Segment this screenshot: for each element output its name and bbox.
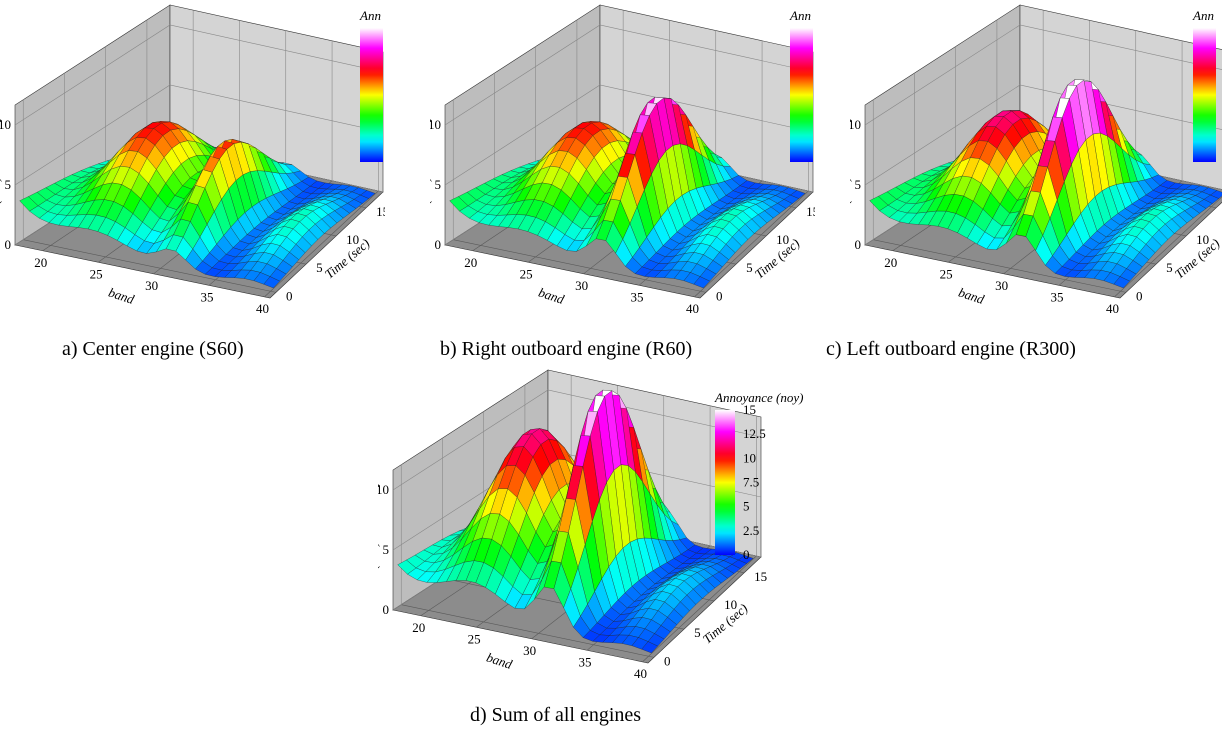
x-tick-label: 35 — [201, 289, 214, 304]
grid-line — [14, 84, 384, 186]
y-tick-label: 0 — [286, 288, 293, 303]
y-tick-label: 15 — [376, 204, 385, 219]
x-tick-label: 30 — [145, 278, 158, 293]
x-tick-label: 40 — [1106, 301, 1119, 316]
surface-patch — [869, 196, 889, 211]
y-tick-label: 10 — [1196, 232, 1209, 247]
grid-line — [1114, 196, 1222, 298]
grid-line — [401, 604, 655, 658]
x-tick-label: 40 — [634, 666, 647, 681]
x-tick-label: 30 — [575, 278, 588, 293]
z-tick-label: 10 — [430, 117, 441, 132]
z-tick-label: 10 — [0, 117, 11, 132]
colorbar-title: Ann — [789, 8, 811, 23]
x-axis-label: band — [107, 285, 137, 307]
x-axis-label: band — [957, 285, 987, 307]
z-tick-label: 10 — [850, 117, 861, 132]
surface-patch — [397, 559, 417, 575]
z-tick-label: 0 — [855, 237, 862, 252]
surface-patch — [19, 196, 39, 212]
y-tick-label: 5 — [316, 260, 323, 275]
colorbar-tick-label: 5 — [743, 499, 750, 514]
y-tick-label: 0 — [1136, 288, 1143, 303]
colorbar-title: Annoyance (noy) — [714, 390, 803, 405]
colorbar-tick-label: 7.5 — [743, 475, 759, 490]
grid-line — [864, 84, 1222, 186]
x-tick-label: 20 — [884, 255, 897, 270]
x-tick-label: 35 — [631, 289, 644, 304]
x-tick-label: 35 — [579, 654, 592, 669]
y-tick-label: 10 — [724, 597, 737, 612]
y-tick-label: 5 — [1166, 260, 1173, 275]
colorbar — [715, 410, 735, 555]
z-axis-label: Annoyance (noy) — [0, 115, 5, 204]
x-tick-label: 25 — [520, 266, 533, 281]
grid-line — [444, 84, 814, 186]
colorbar-tick-label: 10 — [743, 450, 756, 465]
z-tick-label: 0 — [435, 237, 442, 252]
colorbar — [1193, 28, 1216, 162]
z-tick-label: 5 — [855, 177, 862, 192]
x-axis-label: band — [537, 285, 567, 307]
y-tick-label: 0 — [716, 288, 723, 303]
colorbar-title: Ann — [359, 8, 381, 23]
surface-patch — [449, 196, 469, 212]
y-tick-label: 10 — [346, 232, 359, 247]
y-tick-label: 0 — [664, 653, 671, 668]
x-tick-label: 40 — [256, 301, 269, 316]
x-tick-label: 40 — [686, 301, 699, 316]
z-tick-label: 5 — [435, 177, 442, 192]
x-tick-label: 20 — [412, 620, 425, 635]
grid-line — [694, 190, 809, 298]
colorbar-tick-label: 2.5 — [743, 523, 759, 538]
x-tick-label: 30 — [995, 278, 1008, 293]
x-tick-label: 25 — [940, 266, 953, 281]
x-tick-label: 25 — [90, 266, 103, 281]
colorbar-tick-label: 12.5 — [743, 426, 766, 441]
z-axis-label: Annoyance (noy) — [850, 115, 855, 204]
grid-line — [873, 239, 1127, 293]
caption: a) Center engine (S60) — [62, 338, 244, 360]
grid-line — [23, 239, 277, 293]
y-tick-label: 10 — [776, 232, 789, 247]
colorbar — [790, 28, 813, 162]
z-axis-label: Annoyance (noy) — [378, 480, 383, 569]
caption: d) Sum of all engines — [470, 704, 642, 726]
y-tick-label: 15 — [806, 204, 815, 219]
x-tick-label: 25 — [468, 631, 481, 646]
z-tick-label: 0 — [5, 237, 12, 252]
colorbar-tick-label: 0 — [743, 547, 750, 562]
grid-line — [444, 24, 814, 126]
grid-line — [864, 24, 1222, 126]
grid-line — [264, 190, 379, 298]
x-tick-label: 30 — [523, 643, 536, 658]
colorbar — [360, 28, 383, 162]
caption: c) Left outboard engine (R300) — [826, 338, 1076, 360]
y-tick-label: 5 — [746, 260, 753, 275]
x-tick-label: 20 — [34, 255, 47, 270]
caption: b) Right outboard engine (R60) — [440, 338, 693, 360]
grid-line — [14, 24, 384, 126]
y-tick-label: 15 — [754, 569, 767, 584]
z-tick-label: 10 — [378, 482, 389, 497]
grid-line — [392, 389, 762, 491]
z-tick-label: 5 — [383, 542, 390, 557]
x-axis-label: band — [485, 650, 515, 672]
x-tick-label: 20 — [464, 255, 477, 270]
y-tick-label: 5 — [694, 625, 701, 640]
z-tick-label: 0 — [383, 602, 390, 617]
colorbar-title: Ann — [1192, 8, 1214, 23]
x-tick-label: 35 — [1051, 289, 1064, 304]
colorbar-tick-label: 15 — [743, 402, 756, 417]
z-axis-label: Annoyance (noy) — [430, 115, 435, 204]
z-tick-label: 5 — [5, 177, 12, 192]
grid-line — [453, 239, 707, 293]
grid-line — [642, 555, 757, 663]
